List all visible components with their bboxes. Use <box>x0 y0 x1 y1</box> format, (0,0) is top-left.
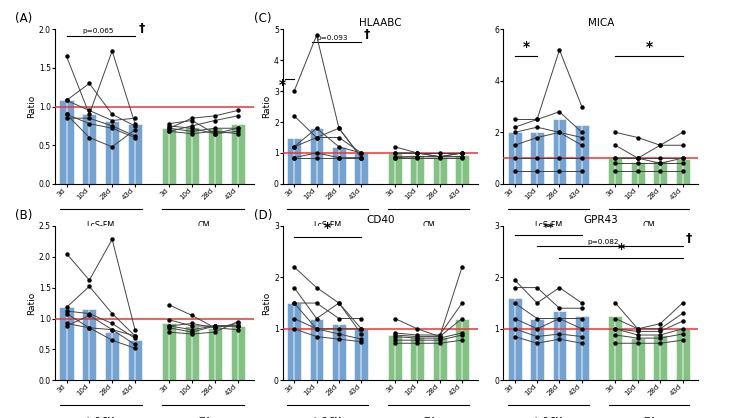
Text: (B): (B) <box>15 209 32 222</box>
Y-axis label: Ratio: Ratio <box>27 291 36 315</box>
Text: (C): (C) <box>254 12 271 25</box>
Bar <box>287 303 301 380</box>
Text: p=0.065: p=0.065 <box>83 28 114 34</box>
Bar <box>82 114 96 184</box>
Bar <box>128 340 142 380</box>
Bar <box>530 133 544 184</box>
Bar <box>354 329 368 380</box>
Bar <box>105 120 119 184</box>
Bar <box>530 319 544 380</box>
Bar <box>309 319 323 380</box>
Bar <box>410 155 424 184</box>
Bar <box>433 157 447 184</box>
Title: CD40: CD40 <box>366 215 395 225</box>
Bar <box>388 335 402 380</box>
Text: †: † <box>685 232 692 245</box>
Text: LcS-FM: LcS-FM <box>314 221 342 230</box>
Bar <box>575 125 589 184</box>
Bar <box>208 328 222 380</box>
Bar <box>60 307 74 380</box>
Bar <box>231 124 245 184</box>
Text: **: ** <box>542 223 554 233</box>
Text: *: * <box>279 78 285 92</box>
Text: (A): (A) <box>15 12 32 25</box>
Bar <box>208 128 222 184</box>
Bar <box>388 153 402 184</box>
Bar <box>631 162 645 184</box>
Text: CM: CM <box>642 221 655 230</box>
Text: p=0.093: p=0.093 <box>317 35 348 41</box>
Text: LcS-FM: LcS-FM <box>534 221 562 230</box>
Bar <box>105 332 119 380</box>
Bar <box>455 319 469 380</box>
Text: CM: CM <box>422 221 434 230</box>
Bar <box>128 124 142 184</box>
Bar <box>675 329 689 380</box>
Text: *: * <box>645 40 653 54</box>
Bar <box>553 311 567 380</box>
Bar <box>82 309 96 380</box>
Bar <box>287 138 301 184</box>
Text: CM: CM <box>197 221 209 230</box>
Bar <box>653 161 667 184</box>
Bar <box>231 326 245 380</box>
Text: *: * <box>324 221 331 235</box>
Text: *: * <box>617 242 625 256</box>
Bar <box>354 153 368 184</box>
Bar <box>653 335 667 380</box>
Bar <box>433 336 447 380</box>
Y-axis label: Ratio: Ratio <box>262 291 271 315</box>
Bar <box>553 120 567 184</box>
Text: †: † <box>138 22 145 35</box>
Bar <box>162 324 176 380</box>
Bar <box>508 133 522 184</box>
Bar <box>332 147 346 184</box>
Text: †: † <box>364 28 370 41</box>
Bar <box>185 326 199 380</box>
Bar <box>631 338 645 380</box>
Title: MICA: MICA <box>588 18 614 28</box>
Bar <box>575 316 589 380</box>
Text: LcS-FM: LcS-FM <box>87 221 115 230</box>
Bar <box>332 324 346 380</box>
Text: (D): (D) <box>254 209 272 222</box>
Bar <box>455 155 469 184</box>
Y-axis label: Ratio: Ratio <box>27 95 36 118</box>
Title: HLAABC: HLAABC <box>359 18 401 28</box>
Y-axis label: Ratio: Ratio <box>262 95 271 118</box>
Text: p=0.082: p=0.082 <box>587 239 619 245</box>
Bar <box>185 127 199 184</box>
Bar <box>609 158 623 184</box>
Bar <box>162 128 176 184</box>
Bar <box>309 128 323 184</box>
Bar <box>675 159 689 184</box>
Title: GPR43: GPR43 <box>584 215 618 225</box>
Bar <box>508 298 522 380</box>
Bar <box>609 316 623 380</box>
Bar <box>410 336 424 380</box>
Text: *: * <box>523 40 529 54</box>
Bar <box>60 100 74 184</box>
